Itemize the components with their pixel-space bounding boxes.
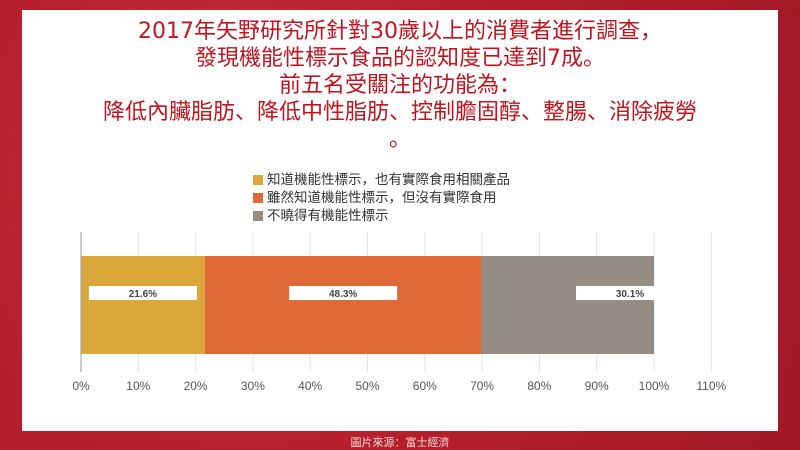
x-tick-label: 10% [126,379,150,393]
data-label-box [289,286,398,300]
legend-swatch [253,175,263,185]
bar-segment [204,256,482,354]
legend-swatch [253,211,263,221]
legend-item: 雖然知道機能性標示，但沒有實際食用 [253,189,510,207]
legend-label: 知道機能性標示，也有實際食用相關產品 [267,172,510,188]
data-label: 30.1% [616,289,644,300]
legend-item: 不曉得有機能性標示 [253,207,510,225]
slide-card [22,10,778,431]
x-tick-label: 90% [585,379,609,393]
legend-label: 不曉得有機能性標示 [267,208,389,224]
data-label-box [88,286,197,300]
x-tick-label: 30% [241,379,265,393]
slide-title: 2017年矢野研究所針對30歲以上的消費者進行調查， 發現機能性標示食品的認知度… [0,18,800,153]
x-tick-label: 80% [527,379,551,393]
x-tick-label: 0% [72,379,90,393]
title-line: 降低內臟脂肪、降低中性脂肪、控制膽固醇、整腸、消除疲勞 [102,100,697,125]
x-tick-label: 70% [470,379,494,393]
data-label: 21.6% [129,289,157,300]
title-line: 2017年矢野研究所針對30歲以上的消費者進行調查， [138,19,662,44]
x-tick-label: 40% [298,379,322,393]
x-tick-label: 110% [696,379,726,393]
title-line: 發現機能性標示食品的認知度已達到7成。 [195,46,605,71]
data-label: 48.3% [329,289,357,300]
legend-label: 雖然知道機能性標示，但沒有實際食用 [267,190,497,206]
title-line: 前五名受關注的功能為： [278,73,521,98]
legend-item: 知道機能性標示，也有實際食用相關產品 [253,171,510,189]
bar-segment [81,256,205,354]
data-label-box [576,286,684,300]
x-tick-label: 100% [639,379,670,393]
x-tick-label: 20% [184,379,208,393]
chart-legend: 知道機能性標示，也有實際食用相關產品 雖然知道機能性標示，但沒有實際食用 不曉得… [253,171,510,225]
legend-swatch [253,193,263,203]
x-tick-label: 60% [413,379,437,393]
image-source: 圖片來源：富士經濟 [350,436,450,449]
bar-segment [481,256,654,354]
title-line: 。 [388,127,411,152]
x-tick-label: 50% [355,379,379,393]
